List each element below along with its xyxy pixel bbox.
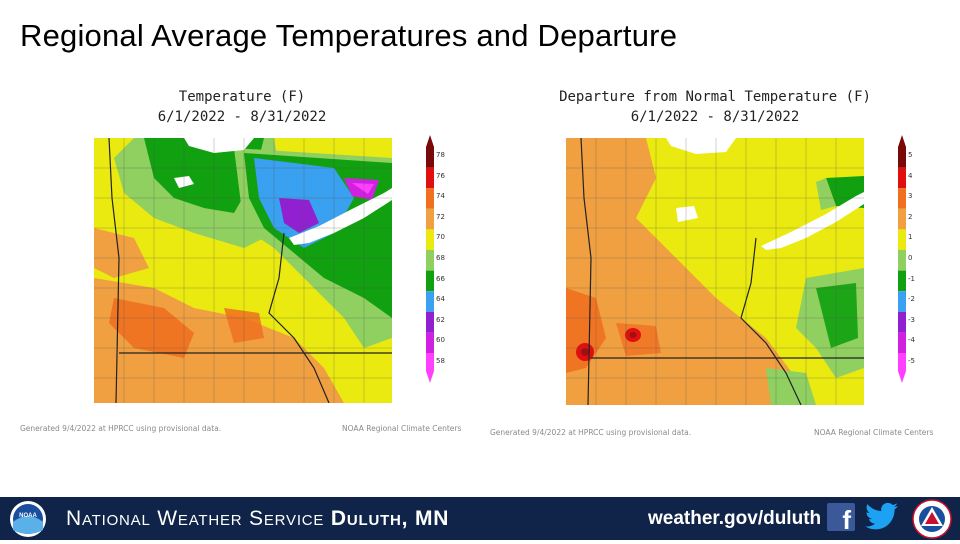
temperature-map bbox=[94, 138, 392, 403]
canada-border-area bbox=[666, 138, 736, 154]
state-borders bbox=[108, 138, 392, 403]
twitter-icon[interactable] bbox=[865, 502, 899, 537]
temperature-legend-label: 70 bbox=[436, 233, 445, 242]
temperature-legend-label: 60 bbox=[436, 336, 445, 345]
temperature-generated-note: Generated 9/4/2022 at HPRCC using provis… bbox=[20, 424, 222, 433]
map-fill-green-se bbox=[816, 283, 858, 348]
lake-superior bbox=[289, 188, 392, 245]
departure-legend-label: 2 bbox=[908, 212, 913, 221]
county-grid bbox=[94, 138, 392, 403]
departure-title-line2: 6/1/2022 - 8/31/2022 bbox=[630, 109, 800, 125]
agency-label: National Weather Service bbox=[66, 507, 325, 530]
temperature-legend-label: 58 bbox=[436, 357, 445, 365]
departure-legend-label: -1 bbox=[908, 274, 915, 283]
temperature-legend-label: 72 bbox=[436, 212, 445, 221]
departure-colorbar bbox=[898, 135, 906, 383]
departure-legend-label: -4 bbox=[908, 336, 915, 345]
departure-generated-note: Generated 9/4/2022 at HPRCC using provis… bbox=[490, 428, 692, 437]
temperature-legend-label: 74 bbox=[436, 192, 445, 201]
temperature-legend-label: 68 bbox=[436, 254, 445, 262]
facebook-icon[interactable]: f bbox=[827, 503, 855, 531]
departure-hotspot-1-core bbox=[581, 348, 589, 356]
agency-name: National Weather Service Duluth, MN bbox=[66, 507, 449, 531]
map-fill-dark-orange bbox=[109, 298, 194, 358]
slide-title: Regional Average Temperatures and Depart… bbox=[20, 18, 678, 53]
departure-legend-label: 3 bbox=[908, 192, 913, 201]
lake-red bbox=[676, 206, 698, 222]
departure-legend-label: 5 bbox=[908, 151, 913, 159]
county-grid bbox=[566, 138, 864, 405]
map-fill-pink bbox=[352, 183, 374, 194]
departure-hotspot-2-core bbox=[629, 332, 637, 338]
temperature-credit: NOAA Regional Climate Centers bbox=[342, 424, 462, 433]
canada-border-area bbox=[184, 138, 254, 153]
departure-legend-label: 0 bbox=[908, 254, 913, 262]
temperature-map-graphic bbox=[94, 138, 392, 403]
temperature-legend-label: 62 bbox=[436, 315, 445, 324]
temperature-colorbar bbox=[426, 135, 434, 383]
map-fill-purple bbox=[279, 198, 319, 233]
footer-bar: NOAA National Weather Service Duluth, MN… bbox=[0, 497, 960, 540]
lake-superior bbox=[761, 192, 864, 250]
departure-legend-label: 1 bbox=[908, 233, 913, 242]
departure-map-title: Departure from Normal Temperature (F) 6/… bbox=[545, 87, 885, 127]
map-fill-light-green-ne bbox=[816, 178, 836, 210]
temperature-title-line1: Temperature (F) bbox=[178, 89, 306, 105]
temperature-legend-label: 66 bbox=[436, 274, 445, 283]
departure-legend-label: -3 bbox=[908, 315, 915, 324]
map-fill-orange-west bbox=[94, 228, 149, 278]
noaa-logo-text: NOAA bbox=[19, 513, 37, 519]
departure-legend-label: -2 bbox=[908, 295, 915, 304]
temperature-legend-label: 64 bbox=[436, 295, 445, 304]
departure-map bbox=[566, 138, 864, 405]
departure-title-line1: Departure from Normal Temperature (F) bbox=[559, 89, 871, 105]
map-fill-yellow-north bbox=[656, 138, 864, 288]
temperature-legend-label: 78 bbox=[436, 151, 445, 159]
departure-map-graphic bbox=[566, 138, 864, 405]
departure-legend-label: 4 bbox=[908, 171, 913, 180]
temperature-title-line2: 6/1/2022 - 8/31/2022 bbox=[157, 109, 327, 125]
departure-legend-label: -5 bbox=[908, 357, 915, 365]
noaa-logo-icon[interactable]: NOAA bbox=[8, 500, 48, 543]
map-fill-light-green-s bbox=[766, 368, 816, 405]
nws-logo-icon[interactable] bbox=[912, 499, 952, 544]
departure-credit: NOAA Regional Climate Centers bbox=[814, 428, 934, 437]
temperature-legend-label: 76 bbox=[436, 171, 445, 180]
state-borders bbox=[580, 138, 864, 405]
office-label: Duluth, MN bbox=[330, 507, 450, 530]
map-fill-green bbox=[144, 138, 264, 213]
temperature-map-title: Temperature (F) 6/1/2022 - 8/31/2022 bbox=[72, 87, 412, 127]
website-link[interactable]: weather.gov/duluth bbox=[648, 508, 822, 529]
